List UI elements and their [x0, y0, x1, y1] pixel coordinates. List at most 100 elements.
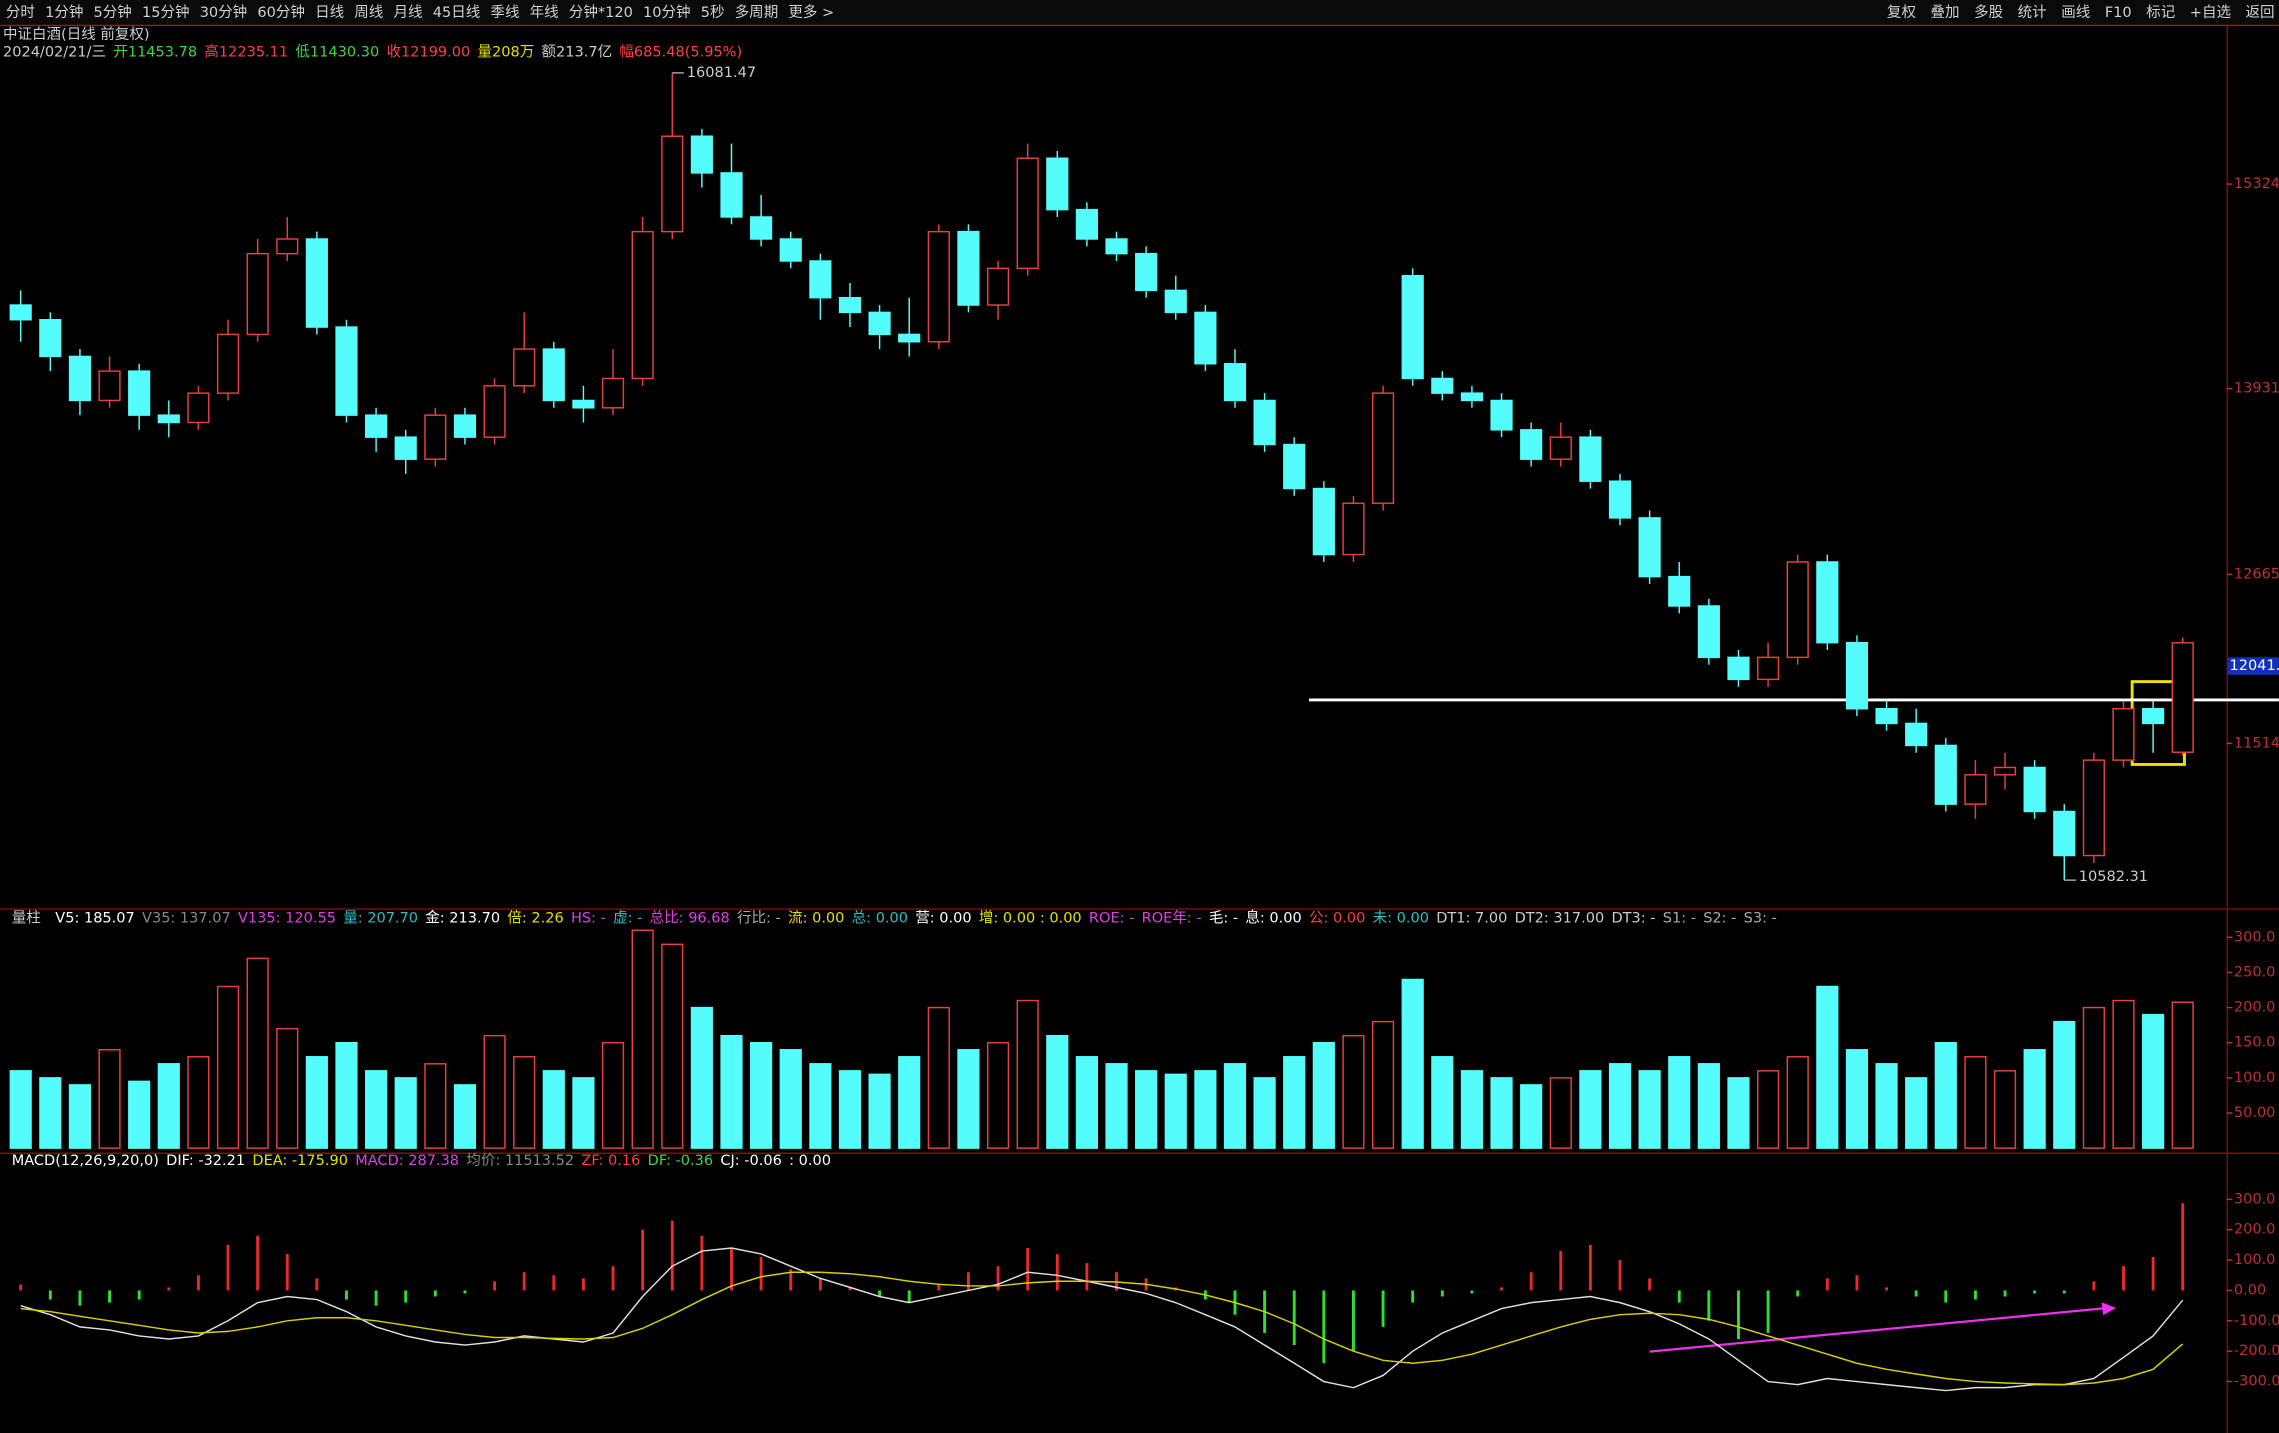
candle-body [2171, 642, 2194, 753]
y-tick-label: 50.00 [2234, 1105, 2276, 1121]
indicators-text: 均价: 11513.52 [466, 1152, 574, 1169]
volume-bar [1668, 1056, 1691, 1149]
candle-body [601, 377, 625, 409]
candle-body [305, 238, 328, 328]
candle-body [335, 326, 358, 416]
toolbar-item[interactable]: 复权 [1887, 3, 1917, 21]
dif-line [20, 1247, 2184, 1392]
volume-bar [1816, 985, 1839, 1149]
toolbar-item[interactable]: 45日线 [433, 4, 481, 21]
volume-bar [1697, 1063, 1720, 1149]
indicators-text: DF: -0.36 [648, 1153, 713, 1169]
volume-bar [187, 1056, 210, 1149]
toolbar-item[interactable]: 60分钟 [257, 4, 305, 21]
toolbar-item[interactable]: 5秒 [701, 4, 725, 21]
toolbar-item[interactable]: F10 [2105, 5, 2132, 21]
volume-bar [1964, 1056, 1987, 1149]
candle-body [838, 296, 862, 314]
toolbar-item[interactable]: 返回 [2246, 4, 2275, 21]
volume-bar [720, 1034, 743, 1149]
toolbar-item[interactable]: 10分钟 [643, 4, 691, 21]
volume-bar [1727, 1077, 1750, 1149]
indicators-text: DEA: -175.90 [252, 1153, 348, 1169]
toolbar-item[interactable]: 周线 [354, 4, 383, 21]
volume-bar [2082, 1006, 2105, 1149]
toolbar-item[interactable]: 画线 [2061, 4, 2090, 21]
volume-bar [9, 1070, 32, 1149]
toolbar-item[interactable]: 5分钟 [94, 4, 132, 21]
volume-bar [365, 1070, 388, 1149]
candle-body [68, 355, 92, 402]
volume-bar [483, 1034, 506, 1149]
candle-body [1875, 708, 1898, 725]
candle-body [1105, 238, 1128, 255]
toolbar-item[interactable]: 30分钟 [200, 4, 248, 21]
toolbar-item[interactable]: 年线 [530, 4, 559, 21]
volume-bar [601, 1041, 625, 1149]
toolbar-item[interactable]: 分时 [6, 4, 35, 21]
toolbar-item[interactable]: 月线 [394, 4, 423, 21]
indicator-text: S1: - [1663, 911, 1696, 927]
candle-body [1549, 436, 1572, 460]
y-tick-label: 100.0 [2234, 1252, 2276, 1268]
candle-body [1046, 157, 1069, 211]
volume-bar [1520, 1084, 1543, 1149]
volume-bar [1638, 1070, 1661, 1149]
y-tick-label: -300.0 [2234, 1374, 2279, 1390]
volume-bar [513, 1056, 536, 1149]
volume-bar [128, 1080, 151, 1149]
toolbar-item[interactable]: 多股 [1974, 4, 2003, 21]
volume-bar [1549, 1077, 1572, 1149]
candle-body [1253, 399, 1276, 446]
volume-bar [1046, 1034, 1069, 1149]
toolbar-item[interactable]: 1分钟 [45, 4, 83, 21]
volume-bar [2142, 1013, 2165, 1149]
volume-bar [216, 985, 240, 1149]
candle-body [779, 238, 802, 262]
toolbar-item[interactable]: 15分钟 [142, 4, 190, 21]
candle-body [1756, 656, 1780, 681]
toolbar-item[interactable]: +自选 [2190, 4, 2232, 21]
volume-bar [1135, 1070, 1158, 1149]
volume-bar [1105, 1063, 1128, 1149]
volume-bar [779, 1049, 802, 1149]
candle-body [1520, 429, 1543, 460]
volume-bar [631, 929, 654, 1149]
volume-bar [1075, 1056, 1098, 1149]
candle-body [1223, 363, 1247, 402]
toolbar-item[interactable]: 标记 [2146, 4, 2175, 21]
info-text: 低11430.30 [295, 43, 379, 60]
volume-bar [898, 1056, 921, 1149]
candle-body [1283, 443, 1306, 490]
toolbar-item[interactable]: 季线 [490, 4, 519, 21]
candle-body [750, 216, 773, 240]
candle-body [2023, 766, 2046, 813]
toolbar-item[interactable]: 统计 [2018, 4, 2047, 21]
volume-bar [1194, 1070, 1217, 1149]
candle-body [1401, 274, 1424, 380]
indicators-text: DIF: -32.21 [166, 1153, 245, 1169]
volume-bar [453, 1084, 477, 1149]
toolbar-item[interactable]: 更多 > [788, 4, 834, 21]
volume-bar [1253, 1077, 1276, 1149]
y-tick-label: 200.0 [2234, 1000, 2276, 1016]
y-tick-label: 12665 [2234, 566, 2279, 582]
toolbar-item[interactable]: 分钟*120 [569, 4, 633, 21]
toolbar-item[interactable]: 多周期 [735, 4, 779, 21]
candle-body [986, 267, 1010, 306]
candle-body [542, 348, 565, 402]
candle-body [1608, 480, 1632, 519]
volume-bar [1608, 1063, 1632, 1149]
volume-bar [2023, 1049, 2046, 1149]
indicator-text: 未: 0.00 [1373, 910, 1429, 927]
volume-bar [1756, 1070, 1780, 1149]
volume-bar [335, 1041, 358, 1149]
toolbar-item[interactable]: 日线 [315, 4, 344, 21]
y-tick-label: 250.0 [2234, 964, 2276, 980]
toolbar-item[interactable]: 叠加 [1931, 4, 1960, 21]
candle-body [2082, 759, 2105, 857]
volume-bar [305, 1056, 328, 1149]
low-annotation: 10582.31 [2079, 869, 2148, 885]
volume-bar [661, 943, 684, 1149]
